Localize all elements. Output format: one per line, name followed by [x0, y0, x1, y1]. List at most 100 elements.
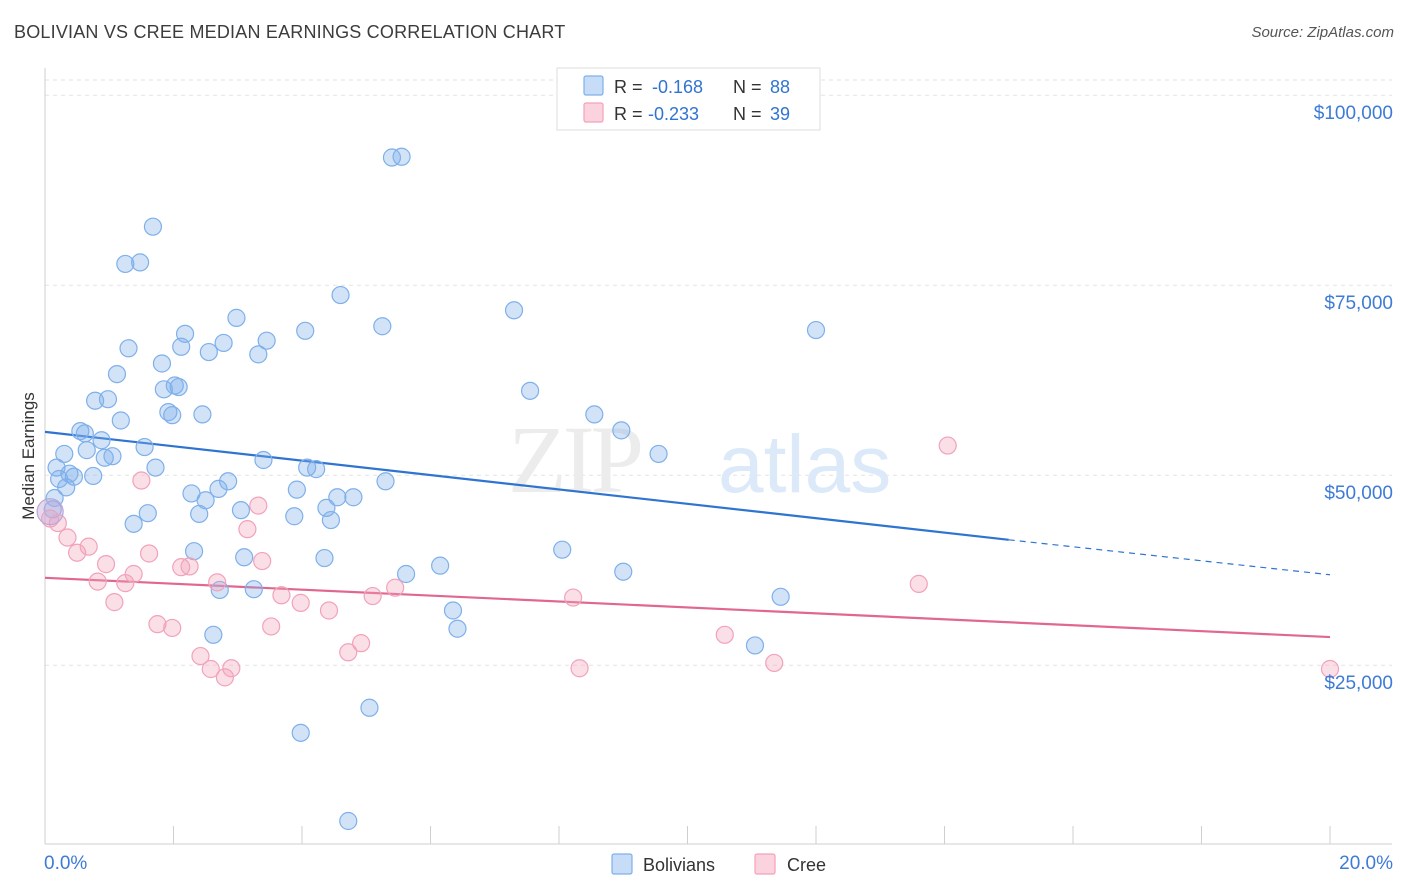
point-bolivians: [296, 321, 315, 340]
point-cree: [272, 586, 291, 605]
point-bolivians: [235, 548, 254, 567]
watermark-atlas: atlas: [718, 419, 891, 510]
point-bolivians: [382, 148, 402, 167]
point-bolivians: [184, 542, 204, 561]
point-bolivians: [111, 411, 130, 430]
point-bolivians: [143, 217, 163, 236]
point-cree: [386, 578, 405, 597]
point-cree: [938, 436, 957, 455]
point-bolivians: [204, 625, 223, 644]
point-bolivians: [169, 377, 188, 397]
point-bolivians: [287, 480, 306, 499]
point-bolivians: [84, 466, 103, 486]
point-bolivians: [431, 556, 450, 575]
point-bolivians: [321, 510, 341, 530]
point-cree: [132, 471, 151, 490]
gridlines: [45, 79, 1392, 666]
point-bolivians: [315, 548, 334, 568]
point-cree: [909, 574, 928, 593]
point-cree: [68, 543, 87, 562]
point-cree: [139, 544, 159, 563]
axes: [44, 68, 1392, 845]
point-cree: [105, 593, 124, 612]
point-cree: [1320, 659, 1340, 679]
watermark: ZIP atlas: [508, 406, 891, 513]
point-bolivians: [75, 424, 94, 443]
legend-n-label: N =: [733, 104, 762, 124]
point-cree: [339, 643, 358, 662]
point-bolivians: [585, 405, 604, 424]
point-bolivians: [443, 601, 463, 620]
point-bolivians: [307, 460, 326, 479]
point-cree: [180, 557, 199, 576]
point-cree: [291, 593, 310, 612]
point-bolivians: [339, 811, 358, 831]
point-bolivians: [92, 431, 111, 450]
point-cree: [765, 653, 784, 673]
point-bolivians: [193, 405, 212, 424]
trend-line-bolivians: [44, 430, 1009, 541]
point-bolivians: [649, 444, 668, 464]
point-bolivians: [130, 253, 150, 272]
point-cree: [262, 617, 281, 636]
legend-swatch-bolivians: [611, 853, 633, 875]
point-bolivians: [373, 317, 392, 336]
legend-label-cree: Cree: [787, 855, 826, 875]
correlation-legend: R = -0.168 N = 88 R = -0.233 N = 39: [556, 67, 821, 131]
legend-r-value: -0.233: [648, 104, 699, 124]
point-bolivians: [146, 458, 165, 477]
tick-labels: $25,000 $50,000 $75,000 $100,000 0.0% 20.0%: [44, 103, 1393, 874]
y-tick-label: $25,000: [1324, 673, 1393, 694]
point-bolivians: [392, 147, 411, 166]
point-bolivians: [504, 301, 524, 320]
chart-title: BOLIVIAN VS CREE MEDIAN EARNINGS CORRELA…: [14, 22, 566, 42]
point-bolivians: [344, 488, 363, 507]
point-bolivians: [163, 406, 182, 425]
point-bolivians: [328, 488, 347, 507]
point-cree: [88, 572, 107, 591]
point-cree: [148, 615, 167, 634]
point-cree: [208, 573, 227, 592]
trend-lines: [44, 430, 1331, 639]
point-bolivians: [103, 447, 122, 466]
legend-swatch-bolivians: [583, 75, 604, 96]
point-bolivians: [107, 365, 127, 384]
point-bolivians: [95, 448, 114, 467]
point-bolivians: [448, 619, 467, 638]
point-bolivians: [227, 308, 246, 327]
point-cree: [96, 555, 116, 574]
point-bolivians: [116, 254, 135, 274]
point-bolivians: [152, 354, 172, 373]
point-bolivians: [55, 444, 74, 464]
point-bolivians: [520, 381, 540, 400]
y-axis-label: Median Earnings: [19, 392, 38, 520]
point-cree: [48, 513, 67, 533]
watermark-zip: ZIP: [508, 406, 641, 513]
point-bolivians: [244, 580, 263, 599]
point-bolivians: [298, 458, 317, 477]
point-bolivians: [614, 562, 633, 581]
point-cree: [79, 537, 98, 556]
point-cree: [249, 496, 268, 515]
legend-r-value: -0.168: [652, 77, 703, 97]
legend-n-value: 88: [770, 77, 790, 97]
point-bolivians: [249, 345, 268, 364]
x-tick-label: 20.0%: [1339, 853, 1393, 874]
point-bolivians: [612, 421, 631, 440]
point-bolivians: [231, 501, 251, 520]
point-cree: [191, 646, 210, 666]
point-bolivians: [285, 507, 304, 526]
legend-n-value: 39: [770, 104, 790, 124]
point-cree: [238, 520, 257, 539]
point-bolivians: [771, 587, 790, 606]
point-cree: [253, 551, 272, 571]
trend-line-bolivians-extension: [1008, 539, 1331, 576]
legend-label-bolivians: Bolivians: [643, 855, 715, 875]
point-cree: [570, 659, 589, 678]
x-tick-label: 0.0%: [44, 853, 87, 874]
point-cree: [58, 528, 77, 547]
legend-r-label: R =: [614, 104, 643, 124]
legend-swatch-cree: [583, 102, 604, 123]
point-cree: [215, 668, 234, 687]
